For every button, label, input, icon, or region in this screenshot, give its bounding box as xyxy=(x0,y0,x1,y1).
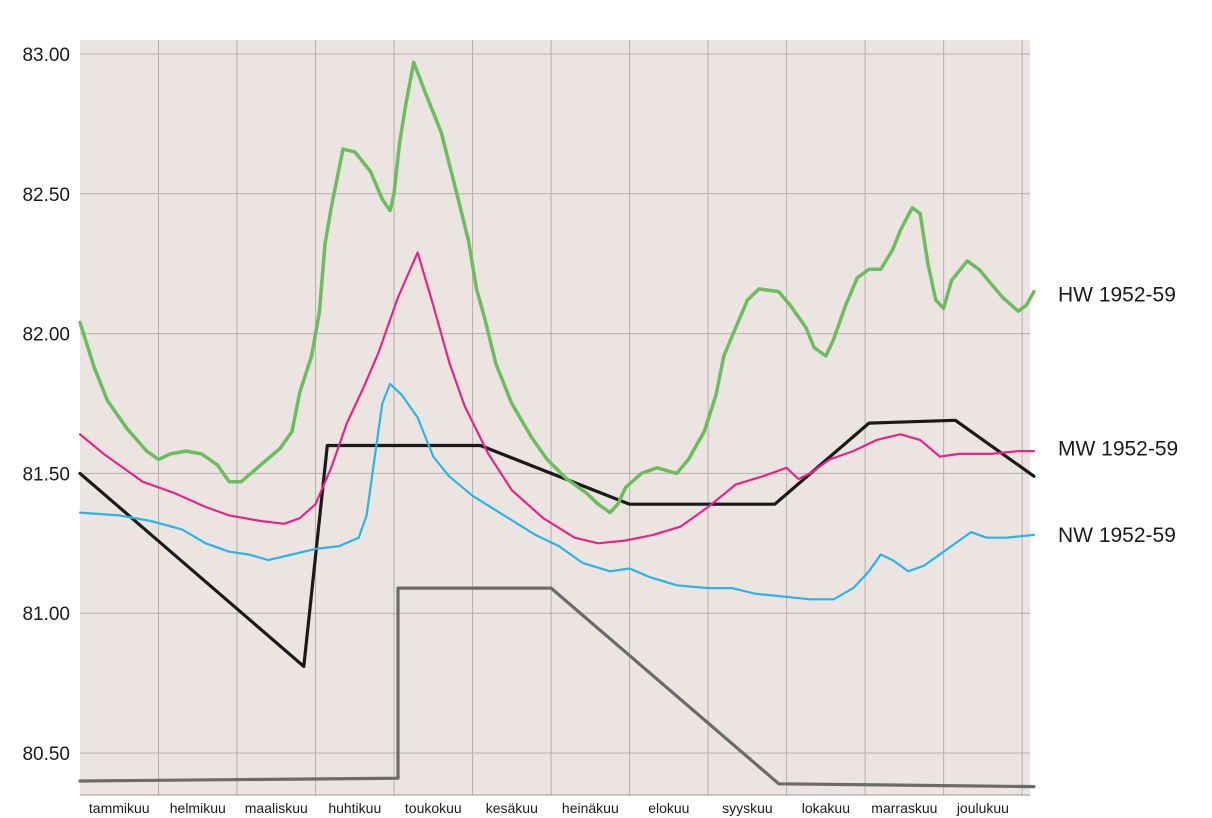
series-line xyxy=(78,60,1036,515)
x-tick-label: lokakuu xyxy=(802,800,850,816)
y-tick-label: 82.00 xyxy=(22,325,70,346)
x-tick-label: elokuu xyxy=(648,800,689,816)
y-tick-label: 81.00 xyxy=(22,604,70,625)
series-lines xyxy=(78,60,1036,789)
y-tick-label: 81.50 xyxy=(22,464,70,485)
plot-area xyxy=(80,40,1030,795)
x-tick-label: tammikuu xyxy=(89,800,150,816)
x-tick-label: helmikuu xyxy=(170,800,226,816)
x-tick-label: maaliskuu xyxy=(245,800,308,816)
x-tick-label: toukokuu xyxy=(405,800,462,816)
series-line xyxy=(78,418,1036,668)
series-line xyxy=(78,251,1035,545)
y-axis: 80.50 81.00 81.50 82.00 82.50 83.00 xyxy=(22,45,70,765)
series-label: HW 1952-59 xyxy=(1058,283,1176,306)
y-tick-label: 83.00 xyxy=(22,45,70,66)
x-axis: tammikuu helmikuu maaliskuu huhtikuu toukoku… xyxy=(89,800,1009,816)
x-tick-label: joulukuu xyxy=(956,800,1009,816)
x-tick-label: huhtikuu xyxy=(328,800,381,816)
series-label: MW 1952-59 xyxy=(1058,437,1178,460)
x-tick-label: syyskuu xyxy=(722,800,773,816)
series-labels: HW 1952-59 MW 1952-59 NW 1952-59 xyxy=(1058,283,1178,546)
series-line xyxy=(78,586,1036,789)
x-tick-label: kesäkuu xyxy=(486,800,538,816)
x-tick-label: heinäkuu xyxy=(562,800,619,816)
x-tick-label: marraskuu xyxy=(871,800,937,816)
y-tick-label: 82.50 xyxy=(22,185,70,206)
series-line xyxy=(78,382,1035,601)
y-tick-label: 80.50 xyxy=(22,744,70,765)
series-label: NW 1952-59 xyxy=(1058,524,1176,547)
